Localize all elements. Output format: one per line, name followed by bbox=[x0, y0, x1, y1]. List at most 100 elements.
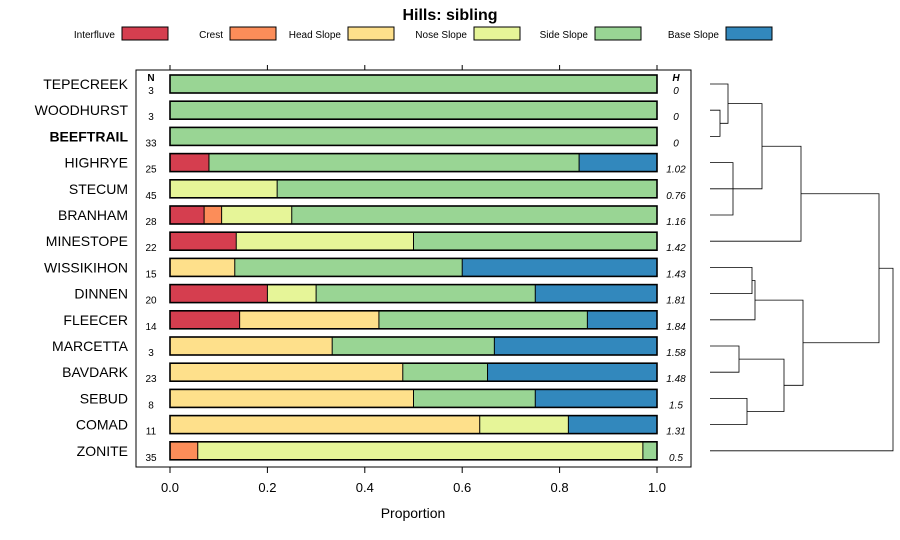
dendrogram-link bbox=[739, 358, 785, 412]
dendrogram bbox=[710, 83, 894, 452]
row-h-value: 1.81 bbox=[666, 296, 685, 307]
row-label: DINNEN bbox=[74, 286, 128, 302]
bar-outline bbox=[169, 231, 658, 251]
bar-segment bbox=[494, 337, 657, 355]
row-n-value: 35 bbox=[145, 453, 157, 464]
bar-segment bbox=[170, 363, 403, 382]
bar-row-8: DINNEN 20 1.81 bbox=[74, 283, 686, 307]
bar-row-0: TEPECREEK 3 0 bbox=[43, 74, 679, 97]
dendrogram-link bbox=[710, 398, 748, 425]
plot-panel bbox=[135, 69, 692, 468]
row-h-value: 1.48 bbox=[666, 374, 686, 385]
row-label: ZONITE bbox=[77, 443, 128, 459]
bar-segment bbox=[487, 363, 657, 382]
bar-segment bbox=[208, 153, 580, 172]
bar-segment bbox=[277, 179, 657, 198]
row-label: BEEFTRAIL bbox=[49, 128, 128, 144]
dendrogram-link bbox=[710, 267, 753, 294]
bar-segment bbox=[291, 206, 657, 224]
bar-outline bbox=[169, 205, 658, 225]
row-label: COMAD bbox=[76, 417, 128, 433]
x-tick-label-3: 0.6 bbox=[453, 480, 471, 495]
legend-label-1: Crest bbox=[199, 30, 223, 41]
bar-segment bbox=[579, 153, 657, 172]
bar-row-13: COMAD 11 1.31 bbox=[76, 414, 686, 438]
bar-segment bbox=[479, 415, 569, 434]
bar-row-5: BRANHAM 28 1.16 bbox=[58, 205, 686, 228]
bar-outline bbox=[169, 309, 658, 330]
bar-segment bbox=[170, 441, 198, 460]
bar-segment bbox=[197, 441, 643, 460]
row-h-value: 1.5 bbox=[669, 400, 683, 411]
bar-row-6: MINESTOPE 22 1.42 bbox=[46, 231, 686, 254]
bar-row-4: STECUM 45 0.76 bbox=[69, 179, 686, 202]
row-h-value: 1.58 bbox=[666, 348, 686, 359]
bar-row-9: FLEECER 14 1.84 bbox=[63, 309, 686, 333]
bar-segment bbox=[267, 284, 317, 303]
bar-segment bbox=[413, 389, 536, 408]
bar-outline bbox=[169, 257, 658, 278]
bar-row-12: SEBUD 8 1.5 bbox=[80, 388, 683, 411]
legend-swatch-3 bbox=[473, 26, 521, 41]
row-h-value: 1.84 bbox=[666, 322, 686, 333]
row-label: BAVDARK bbox=[62, 364, 129, 380]
x-tick-label-5: 1.0 bbox=[648, 480, 666, 495]
row-h-value: 0 bbox=[673, 112, 679, 123]
x-tick-label-2: 0.4 bbox=[356, 480, 374, 495]
h-column-header: H bbox=[672, 73, 680, 84]
bar-segment bbox=[332, 337, 495, 355]
bar-segment bbox=[170, 75, 657, 93]
bar-outline bbox=[169, 152, 658, 173]
legend-label-5: Base Slope bbox=[668, 30, 720, 41]
bar-segment bbox=[413, 232, 657, 251]
bar-segment bbox=[170, 153, 209, 172]
bar-segment bbox=[234, 258, 463, 277]
dendrogram-link bbox=[710, 109, 721, 137]
row-n-value: 11 bbox=[146, 427, 157, 438]
bar-segment bbox=[587, 310, 657, 329]
dendrogram-link bbox=[710, 280, 756, 321]
row-h-value: 0.76 bbox=[666, 191, 686, 202]
row-h-value: 1.16 bbox=[666, 217, 686, 228]
bar-segment bbox=[170, 284, 268, 303]
row-label: STECUM bbox=[69, 181, 128, 197]
bar-outline bbox=[169, 336, 658, 356]
row-h-value: 1.31 bbox=[666, 427, 685, 438]
bar-segment bbox=[239, 310, 379, 329]
row-h-value: 0.5 bbox=[669, 453, 683, 464]
top-axis-ticks bbox=[169, 65, 658, 70]
row-label: WOODHURST bbox=[35, 102, 129, 118]
bar-segment bbox=[221, 206, 292, 224]
bar-segment bbox=[170, 310, 240, 329]
bar-segment bbox=[402, 363, 488, 382]
dendrogram-link bbox=[710, 267, 894, 452]
bar-outline bbox=[169, 126, 658, 147]
legend-label-2: Head Slope bbox=[289, 30, 342, 41]
x-tick-label-4: 0.8 bbox=[551, 480, 569, 495]
bar-outline bbox=[169, 388, 658, 409]
bar-outline bbox=[169, 440, 658, 461]
bar-segment bbox=[170, 179, 278, 198]
dendrogram-link bbox=[801, 193, 880, 344]
row-n-value: 3 bbox=[148, 86, 154, 97]
legend-swatch-1 bbox=[229, 26, 277, 41]
bar-outline bbox=[169, 362, 658, 383]
bar-segment bbox=[170, 258, 235, 277]
row-n-value: 28 bbox=[145, 217, 157, 228]
row-label: FLEECER bbox=[63, 312, 128, 328]
bar-segment bbox=[316, 284, 536, 303]
x-axis: 0.0 0.2 0.4 0.6 0.8 1.0 bbox=[161, 467, 666, 495]
bar-segment bbox=[378, 310, 588, 329]
row-label: HIGHRYE bbox=[64, 155, 128, 171]
dendrogram-link bbox=[710, 83, 729, 124]
bar-row-1: WOODHURST 3 0 bbox=[35, 100, 679, 123]
legend-swatch-4 bbox=[594, 26, 642, 41]
row-n-value: 15 bbox=[145, 269, 157, 280]
row-n-value: 14 bbox=[145, 322, 157, 333]
bar-segment bbox=[535, 389, 657, 408]
bar-segment bbox=[170, 206, 205, 224]
row-label: BRANHAM bbox=[58, 207, 128, 223]
bar-segment bbox=[535, 284, 657, 303]
legend-label-0: Interfluve bbox=[74, 30, 116, 41]
bar-segment bbox=[170, 127, 657, 146]
